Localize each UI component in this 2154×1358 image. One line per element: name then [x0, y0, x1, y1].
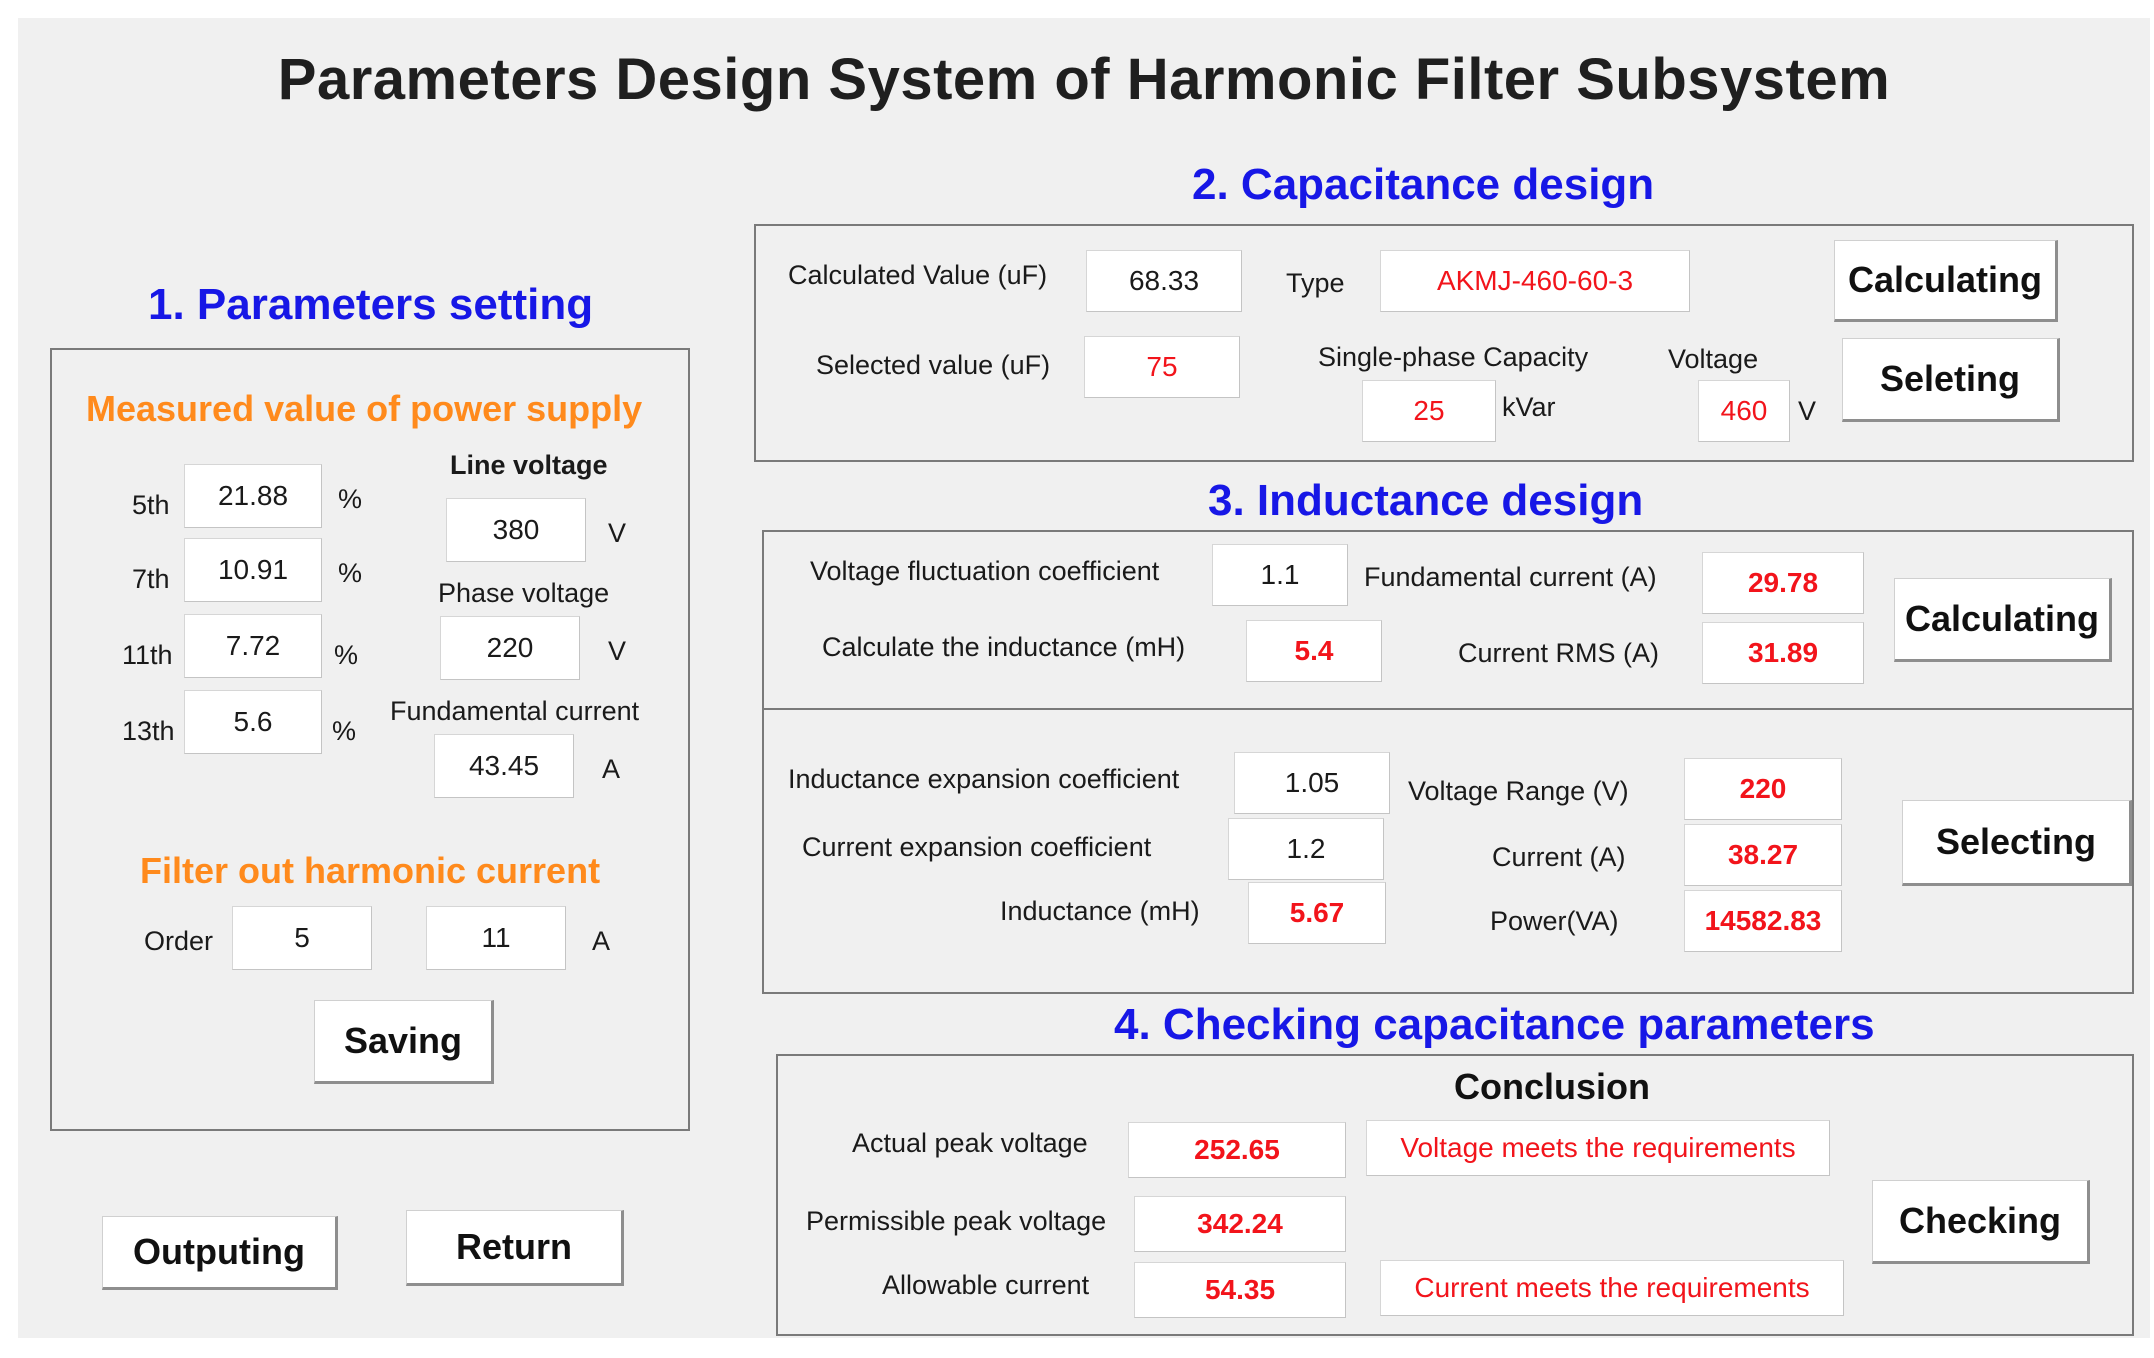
filter-current-input[interactable]: 11	[426, 906, 566, 970]
selected-value-label: Selected value (uF)	[816, 350, 1051, 380]
current-rms-field[interactable]: 31.89	[1702, 622, 1864, 684]
harmonic-11th-unit: %	[334, 640, 359, 670]
calculate-inductance-label: Calculate the inductance (mH)	[822, 632, 1186, 662]
permissible-peak-voltage-label: Permissible peak voltage	[806, 1206, 1107, 1236]
voltage-range-label: Voltage Range (V)	[1408, 776, 1629, 806]
inductance-label: Inductance (mH)	[1000, 896, 1200, 926]
power-field[interactable]: 14582.83	[1684, 890, 1842, 952]
saving-button[interactable]: Saving	[314, 1000, 494, 1084]
filter-current-unit: A	[592, 926, 611, 956]
type-label: Type	[1286, 268, 1345, 298]
voltage-label: Voltage	[1668, 344, 1759, 374]
line-voltage-unit: V	[608, 518, 627, 548]
capacitance-section-title: 2. Capacitance design	[1192, 160, 1655, 209]
phase-voltage-unit: V	[608, 636, 627, 666]
voltage-unit: V	[1798, 396, 1817, 426]
inductance-selecting-button[interactable]: Selecting	[1902, 800, 2132, 886]
calculate-inductance-field[interactable]: 5.4	[1246, 620, 1382, 682]
harmonic-13th-unit: %	[332, 716, 357, 746]
page-title: Parameters Design System of Harmonic Fil…	[277, 47, 1891, 112]
capacitance-panel: Calculated Value (uF) 68.33 Type AKMJ-46…	[754, 224, 2134, 462]
fundamental-current-a-label: Fundamental current (A)	[1364, 562, 1657, 592]
harmonic-13th-input[interactable]: 5.6	[184, 690, 322, 754]
capacity-field[interactable]: 25	[1362, 380, 1496, 442]
voltage-field[interactable]: 460	[1698, 380, 1790, 442]
harmonic-5th-unit: %	[338, 484, 363, 514]
conclusion-label: Conclusion	[1454, 1066, 1650, 1107]
measured-title: Measured value of power supply	[86, 388, 643, 429]
inductance-field[interactable]: 5.67	[1248, 882, 1386, 944]
inductance-panel: Voltage fluctuation coefficient 1.1 Fund…	[762, 530, 2134, 994]
capacitance-calculating-button[interactable]: Calculating	[1834, 240, 2058, 322]
allowable-current-field[interactable]: 54.35	[1134, 1262, 1346, 1318]
checking-button[interactable]: Checking	[1872, 1180, 2090, 1264]
selected-value-field[interactable]: 75	[1084, 336, 1240, 398]
capacity-unit: kVar	[1502, 392, 1556, 422]
current-rms-label: Current RMS (A)	[1458, 638, 1660, 668]
actual-peak-voltage-label: Actual peak voltage	[852, 1128, 1088, 1158]
line-voltage-input[interactable]: 380	[446, 498, 586, 562]
voltage-range-field[interactable]: 220	[1684, 758, 1842, 820]
order-input[interactable]: 5	[232, 906, 372, 970]
harmonic-11th-label: 11th	[122, 640, 173, 670]
inductance-calculating-button[interactable]: Calculating	[1894, 578, 2112, 662]
current-a-field[interactable]: 38.27	[1684, 824, 1842, 886]
harmonic-7th-label: 7th	[132, 564, 170, 594]
main-window: Parameters Design System of Harmonic Fil…	[18, 18, 2150, 1338]
phase-voltage-input[interactable]: 220	[440, 616, 580, 680]
return-button[interactable]: Return	[406, 1210, 624, 1286]
fundamental-current-label: Fundamental current	[390, 696, 640, 726]
permissible-peak-voltage-field[interactable]: 342.24	[1134, 1196, 1346, 1252]
allowable-current-label: Allowable current	[882, 1270, 1090, 1300]
fundamental-current-a-field[interactable]: 29.78	[1702, 552, 1864, 614]
type-field[interactable]: AKMJ-460-60-3	[1380, 250, 1690, 312]
harmonic-7th-input[interactable]: 10.91	[184, 538, 322, 602]
current-a-label: Current (A)	[1492, 842, 1626, 872]
fundamental-current-input[interactable]: 43.45	[434, 734, 574, 798]
fundamental-current-unit: A	[602, 754, 621, 784]
calculated-value-field[interactable]: 68.33	[1086, 250, 1242, 312]
harmonic-11th-input[interactable]: 7.72	[184, 614, 322, 678]
inductance-expansion-label: Inductance expansion coefficient	[788, 764, 1180, 794]
harmonic-7th-unit: %	[338, 558, 363, 588]
voltage-fluctuation-field[interactable]: 1.1	[1212, 544, 1348, 606]
inductance-divider	[764, 708, 2132, 710]
order-label: Order	[144, 926, 214, 956]
current-expansion-field[interactable]: 1.2	[1228, 818, 1384, 880]
power-label: Power(VA)	[1490, 906, 1619, 936]
filter-title: Filter out harmonic current	[140, 850, 601, 891]
harmonic-5th-label: 5th	[132, 490, 170, 520]
outputing-button[interactable]: Outputing	[102, 1216, 338, 1290]
inductance-section-title: 3. Inductance design	[1208, 476, 1644, 525]
current-conclusion-field[interactable]: Current meets the requirements	[1380, 1260, 1844, 1316]
harmonic-5th-input[interactable]: 21.88	[184, 464, 322, 528]
voltage-fluctuation-label: Voltage fluctuation coefficient	[810, 556, 1160, 586]
current-expansion-label: Current expansion coefficient	[802, 832, 1152, 862]
inductance-expansion-field[interactable]: 1.05	[1234, 752, 1390, 814]
line-voltage-label: Line voltage	[450, 450, 608, 480]
checking-panel: Conclusion Actual peak voltage 252.65 Vo…	[776, 1054, 2134, 1336]
capacitance-selecting-button[interactable]: Seleting	[1842, 338, 2060, 422]
calculated-value-label: Calculated Value (uF)	[788, 260, 1048, 290]
capacity-label: Single-phase Capacity	[1318, 342, 1589, 372]
parameters-panel: Measured value of power supply 5th 21.88…	[50, 348, 690, 1131]
voltage-conclusion-field[interactable]: Voltage meets the requirements	[1366, 1120, 1830, 1176]
parameters-section-title: 1. Parameters setting	[148, 280, 594, 329]
checking-section-title: 4. Checking capacitance parameters	[1114, 1000, 1875, 1049]
actual-peak-voltage-field[interactable]: 252.65	[1128, 1122, 1346, 1178]
harmonic-13th-label: 13th	[122, 716, 175, 746]
phase-voltage-label: Phase voltage	[438, 578, 610, 608]
